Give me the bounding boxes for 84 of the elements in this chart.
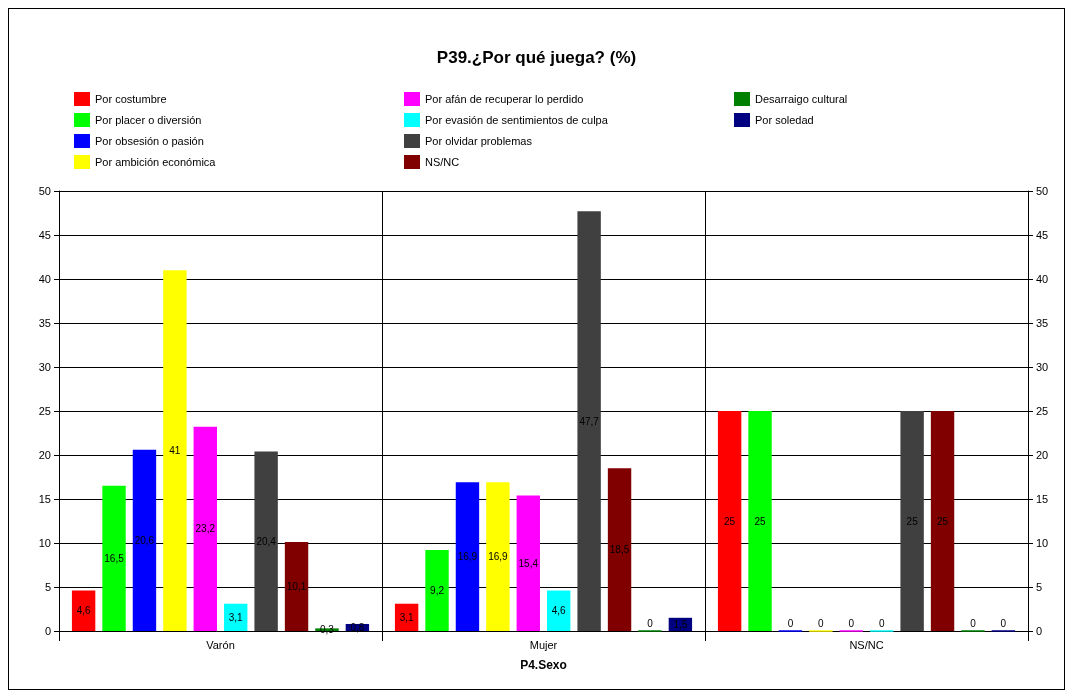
chart-title: P39.¿Por qué juega? (%): [436, 48, 637, 67]
data-label: 4,6: [551, 605, 567, 617]
y2-tick-label: 0: [1036, 625, 1043, 637]
data-label: 16,5: [104, 552, 125, 564]
data-label: 16,9: [488, 551, 509, 563]
legend-label: Por placer o diversión: [95, 114, 202, 126]
bar: [425, 550, 449, 631]
y-tick-label: 45: [38, 229, 51, 241]
y2-tick-label: 45: [1036, 229, 1049, 241]
data-label: 9,2: [430, 585, 445, 597]
bar: [486, 482, 510, 631]
data-label: 25: [754, 515, 767, 527]
y-tick-label: 35: [38, 317, 51, 329]
bar: [102, 485, 126, 631]
y-tick-label: 10: [38, 537, 51, 549]
legend-label: Por ambición económica: [95, 156, 217, 168]
bar: [455, 482, 480, 631]
data-label: 18,5: [609, 544, 630, 556]
legend-label: Por obsesión o pasión: [95, 135, 204, 147]
legend-label: Por soledad: [755, 114, 814, 126]
bar: [254, 451, 278, 631]
legend-label: NS/NC: [425, 156, 460, 168]
bar: [163, 270, 187, 631]
bar: [547, 590, 571, 631]
y-tick-label: 5: [44, 581, 51, 593]
data-label: 0,8: [350, 621, 365, 633]
data-label: 20,6: [134, 534, 155, 546]
bar: [193, 426, 217, 631]
data-label: 16,9: [457, 551, 478, 563]
x-tick-label: Varón: [206, 638, 235, 651]
data-label: 10,1: [286, 581, 307, 593]
data-label: 25: [724, 515, 736, 527]
data-label: 0: [1000, 617, 1007, 629]
data-label: 15,4: [518, 557, 539, 569]
data-label: 0: [818, 617, 825, 629]
bar: [900, 411, 924, 631]
y2-tick-label: 50: [1036, 185, 1049, 197]
bar: [516, 495, 540, 631]
data-label: 23,2: [195, 523, 216, 535]
data-label: 3,1: [228, 611, 244, 623]
legend-label: Por evasión de sentimientos de culpa: [425, 114, 609, 126]
bar: [748, 411, 772, 631]
bar: [717, 411, 742, 631]
bar: [284, 542, 309, 631]
y2-tick-label: 30: [1036, 361, 1049, 373]
x-tick-label: NS/NC: [849, 638, 884, 651]
y2-tick-label: 15: [1036, 493, 1049, 505]
data-label: 25: [936, 515, 949, 527]
y-tick-label: 0: [44, 625, 51, 637]
data-label: 0: [970, 617, 977, 629]
y2-tick-label: 35: [1036, 317, 1049, 329]
data-label: 0: [647, 617, 654, 629]
legend-label: Por afán de recuperar lo perdido: [425, 93, 584, 105]
y-tick-label: 40: [38, 273, 51, 285]
data-label: 3,1: [399, 611, 415, 623]
bar: [71, 590, 96, 631]
data-label: 20,4: [256, 535, 277, 547]
bar: [132, 449, 157, 631]
legend-label: Desarraigo cultural: [755, 93, 848, 105]
y-tick-label: 50: [38, 185, 51, 197]
data-label: 1,5: [673, 618, 688, 630]
y-tick-label: 15: [38, 493, 51, 505]
data-label: 0: [878, 617, 885, 629]
bar: [577, 211, 601, 631]
x-tick-label: Mujer: [529, 638, 558, 651]
bar: [607, 468, 632, 631]
y2-tick-label: 5: [1036, 581, 1043, 593]
bar: [930, 411, 955, 631]
data-label: 41: [169, 445, 181, 457]
y2-tick-label: 20: [1036, 449, 1049, 461]
legend-label: Por costumbre: [95, 93, 167, 105]
legend-label: Por olvidar problemas: [425, 135, 533, 147]
data-label: 25: [906, 515, 919, 527]
y2-tick-label: 10: [1036, 537, 1049, 549]
y-tick-label: 20: [38, 449, 51, 461]
y-tick-label: 25: [38, 405, 51, 417]
data-label: 47,7: [579, 415, 600, 427]
y-tick-label: 30: [38, 361, 51, 373]
y2-tick-label: 40: [1036, 273, 1049, 285]
x-axis-title: P4.Sexo: [520, 658, 567, 672]
data-label: 4,6: [76, 605, 92, 617]
data-label: 0: [848, 617, 855, 629]
data-label: 0: [787, 617, 794, 629]
y2-tick-label: 25: [1036, 405, 1049, 417]
